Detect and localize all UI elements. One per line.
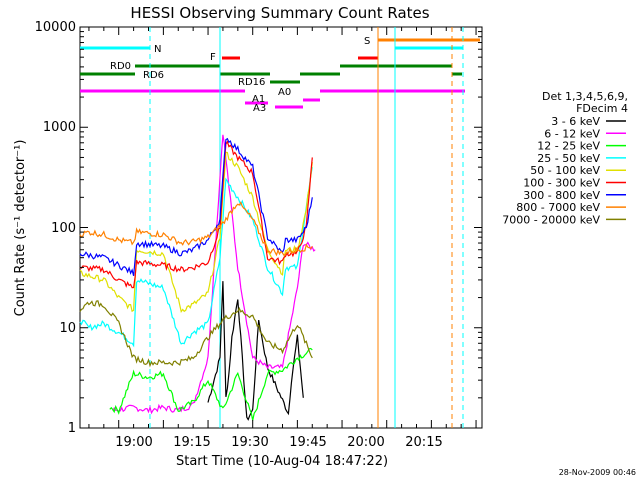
y-axis-label: Count Rate (s⁻¹ detector⁻¹) [13, 140, 28, 317]
legend-label: 12 - 25 keV [537, 140, 600, 153]
series-line [79, 137, 313, 276]
legend-label: 7000 - 20000 keV [502, 213, 600, 226]
legend-label: 800 - 7000 keV [516, 201, 600, 214]
state-label: A0 [278, 87, 291, 98]
state-label: RD6 [143, 70, 164, 81]
series-line [79, 140, 313, 289]
state-label: RD0 [110, 61, 131, 72]
x-axis: 19:00 19:15 19:30 19:45 20:00 20:15 [88, 27, 477, 450]
state-label: A3 [253, 103, 266, 114]
y-axis: 1 10 100 1000 10000 [35, 20, 482, 436]
y-tick-label: 10000 [35, 20, 76, 35]
series-line [79, 166, 313, 348]
series-line [207, 281, 304, 421]
legend-label: 50 - 100 keV [530, 164, 600, 177]
legend-title-line: Det 1,3,4,5,6,9, [542, 90, 628, 103]
footer-timestamp: 28-Nov-2009 00:46 [559, 468, 636, 477]
y-tick-label: 10 [59, 321, 76, 336]
y-tick-label: 100 [51, 221, 76, 236]
y-tick-label: 1 [68, 421, 76, 436]
x-tick-label: 19:45 [289, 435, 326, 450]
legend-label: 300 - 800 keV [523, 189, 600, 202]
state-label: A1 [252, 94, 265, 105]
series-lines [79, 134, 316, 421]
legend-label: 100 - 300 keV [523, 177, 600, 190]
x-tick-label: 20:00 [347, 435, 384, 450]
state-label: F [210, 52, 216, 63]
state-label: S [364, 36, 370, 47]
x-axis-label: Start Time (10-Aug-04 18:47:22) [176, 454, 388, 469]
y-tick-label: 1000 [43, 120, 76, 135]
chart-title: HESSI Observing Summary Count Rates [130, 4, 429, 22]
series-line [79, 151, 313, 314]
x-tick-label: 19:15 [173, 435, 210, 450]
series-line [79, 201, 313, 257]
legend-title-line: FDecim 4 [576, 102, 628, 115]
state-label: RD16 [238, 77, 265, 88]
series-line [79, 300, 313, 368]
legend-label: 25 - 50 keV [537, 152, 600, 165]
x-tick-label: 19:30 [231, 435, 268, 450]
series-line [109, 347, 313, 421]
state-label: N [154, 44, 161, 55]
x-tick-label: 19:00 [115, 435, 152, 450]
x-tick-label: 20:15 [405, 435, 442, 450]
legend-label: 6 - 12 keV [544, 127, 600, 140]
legend-label: 3 - 6 keV [551, 115, 600, 128]
